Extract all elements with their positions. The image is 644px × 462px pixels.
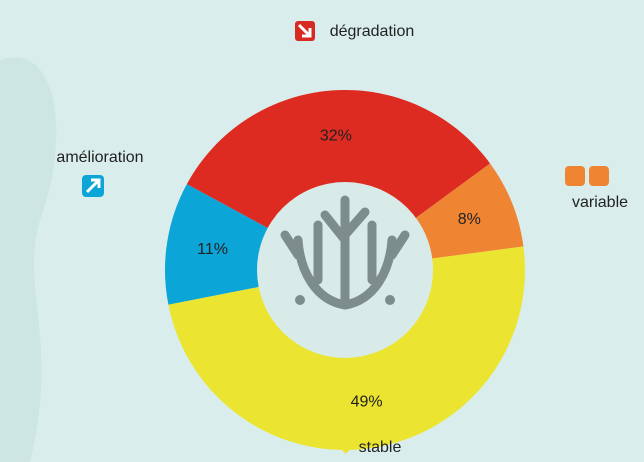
value-label: 11% [197, 241, 228, 258]
trend-arrow [333, 436, 355, 454]
coral-dots [295, 276, 395, 305]
category-label: amélioration [56, 149, 143, 166]
value-label: 49% [351, 393, 383, 410]
value-label: 32% [320, 128, 352, 145]
slice [186, 90, 491, 270]
trend-arrow [297, 23, 312, 38]
category-label: stable [359, 439, 402, 456]
background-shape [0, 57, 57, 462]
trend-icon [565, 166, 585, 186]
trend-arrow [85, 178, 101, 194]
value-label: 8% [458, 211, 481, 228]
category-label: dégradation [330, 23, 415, 40]
category-label: variable [572, 194, 628, 211]
trend-icon [589, 166, 609, 186]
